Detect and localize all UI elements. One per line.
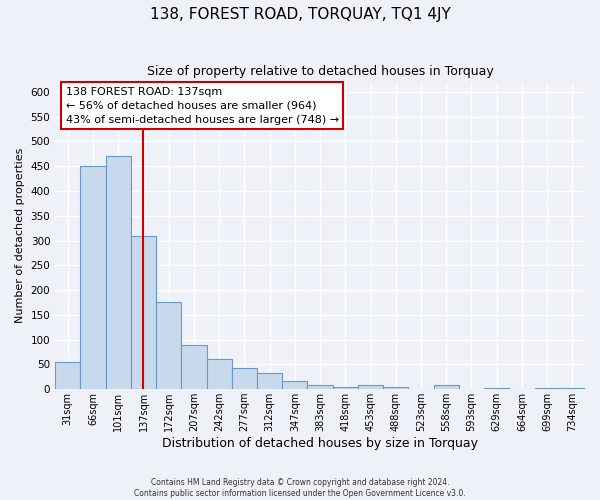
- Bar: [332, 386, 358, 389]
- Text: 138 FOREST ROAD: 137sqm
← 56% of detached houses are smaller (964)
43% of semi-d: 138 FOREST ROAD: 137sqm ← 56% of detache…: [66, 86, 339, 124]
- Y-axis label: Number of detached properties: Number of detached properties: [15, 148, 25, 323]
- Bar: [560, 388, 585, 389]
- Bar: [106, 156, 131, 389]
- Bar: [206, 360, 232, 389]
- X-axis label: Distribution of detached houses by size in Torquay: Distribution of detached houses by size …: [162, 437, 478, 450]
- Bar: [383, 386, 409, 389]
- Bar: [181, 344, 206, 389]
- Bar: [156, 302, 181, 389]
- Bar: [232, 368, 257, 389]
- Bar: [358, 385, 383, 389]
- Bar: [484, 388, 509, 389]
- Bar: [434, 385, 459, 389]
- Bar: [131, 236, 156, 389]
- Text: Contains HM Land Registry data © Crown copyright and database right 2024.
Contai: Contains HM Land Registry data © Crown c…: [134, 478, 466, 498]
- Bar: [257, 373, 282, 389]
- Bar: [282, 380, 307, 389]
- Bar: [307, 385, 332, 389]
- Bar: [80, 166, 106, 389]
- Bar: [535, 388, 560, 389]
- Title: Size of property relative to detached houses in Torquay: Size of property relative to detached ho…: [147, 65, 493, 78]
- Text: 138, FOREST ROAD, TORQUAY, TQ1 4JY: 138, FOREST ROAD, TORQUAY, TQ1 4JY: [149, 8, 451, 22]
- Bar: [55, 362, 80, 389]
